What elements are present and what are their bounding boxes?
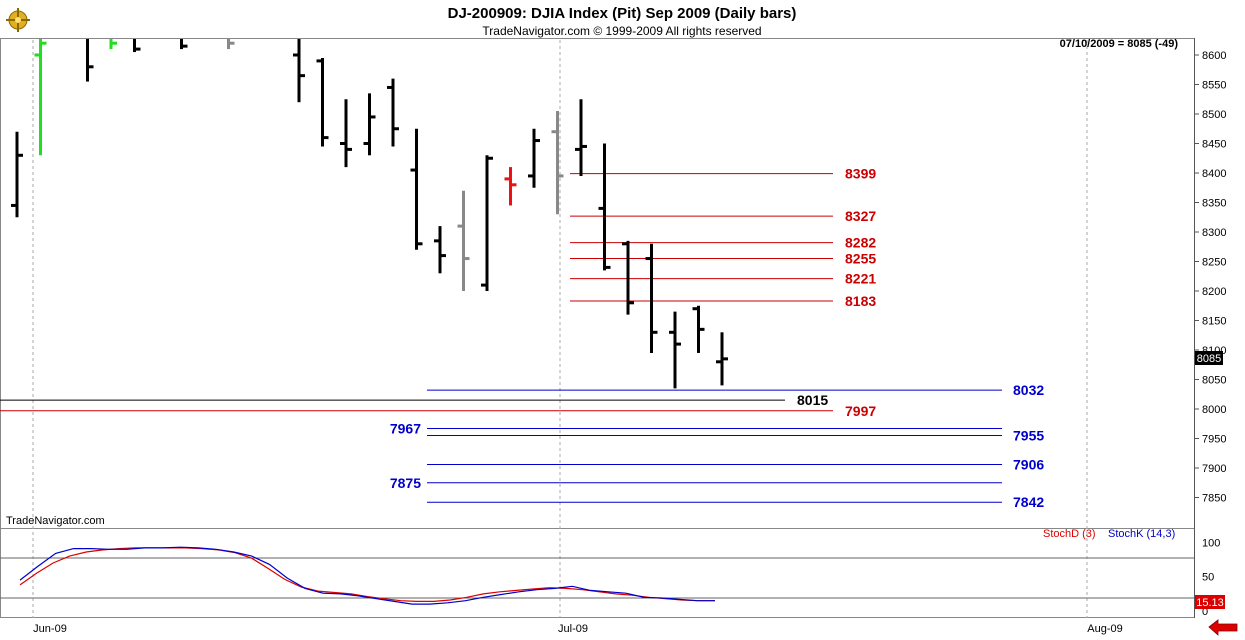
price-bar [109, 39, 117, 50]
y-tick-label: 8050 [1202, 375, 1226, 387]
x-tick-label: Aug-09 [1087, 623, 1122, 635]
price-bar [598, 143, 611, 271]
pivot-label: 8015 [797, 392, 828, 408]
price-bar [227, 39, 235, 50]
chart-subtitle: TradeNavigator.com © 1999-2009 All right… [482, 24, 761, 38]
watermark: TradeNavigator.com [6, 515, 105, 527]
price-bar [669, 311, 681, 389]
resistance-label-8183: 8183 [845, 293, 876, 309]
price-bar [387, 78, 399, 147]
price-bar [410, 128, 423, 250]
stoch-value-tag: 15.13 [1196, 597, 1224, 609]
resistance-label-8399: 8399 [845, 166, 876, 182]
resistance-label-8327: 8327 [845, 208, 876, 224]
price-bar [457, 190, 470, 291]
stoch-y-tick-label: 0 [1202, 606, 1208, 618]
support-label-7906: 7906 [1013, 456, 1044, 472]
stoch-panel-frame [0, 528, 1195, 618]
stoch-y-tick-label: 50 [1202, 572, 1214, 584]
price-bar [551, 111, 564, 215]
stoch-y-tick-label: 100 [1202, 537, 1220, 549]
logo-icon [6, 8, 30, 32]
last-price-tag-bg [1195, 351, 1223, 365]
support-label-7875: 7875 [390, 475, 421, 491]
legend-stoch-d: StochD (3) [1043, 528, 1096, 540]
chart-title: DJ-200909: DJIA Index (Pit) Sep 2009 (Da… [448, 5, 797, 22]
resistance-label-8221: 8221 [845, 271, 876, 287]
y-tick-label: 8500 [1202, 109, 1226, 121]
x-tick-label: Jul-09 [558, 623, 588, 635]
price-bar [528, 128, 540, 188]
y-tick-label: 8200 [1202, 286, 1226, 298]
price-bar [34, 39, 47, 156]
price-bar [575, 99, 587, 176]
price-bar [340, 99, 352, 168]
y-tick-label: 8600 [1202, 50, 1226, 62]
resistance-label-7997: 7997 [845, 403, 876, 419]
resistance-label-8255: 8255 [845, 251, 876, 267]
support-label-8032: 8032 [1013, 382, 1044, 398]
price-bar [86, 39, 94, 82]
y-tick-label: 8000 [1202, 404, 1226, 416]
price-bar [481, 155, 493, 291]
support-label-7967: 7967 [390, 420, 421, 436]
resistance-label-8282: 8282 [845, 235, 876, 251]
y-tick-label: 8150 [1202, 316, 1226, 328]
price-bar [504, 167, 517, 206]
price-bar [692, 305, 705, 353]
price-bar [293, 39, 305, 103]
y-tick-label: 8300 [1202, 227, 1226, 239]
red-left-arrow-icon[interactable] [1208, 619, 1238, 636]
price-bar [363, 93, 376, 156]
last-price-tag: 8085 [1197, 353, 1221, 365]
price-bar [316, 57, 329, 147]
y-tick-label: 8350 [1202, 198, 1226, 210]
price-bar [133, 39, 141, 53]
x-tick-label: Jun-09 [33, 623, 67, 635]
price-bar [716, 332, 728, 386]
y-tick-label: 8400 [1202, 168, 1226, 180]
price-bar [434, 226, 446, 274]
y-tick-label: 8250 [1202, 257, 1226, 269]
price-bar [180, 39, 188, 50]
last-info-label: 07/10/2009 = 8085 (-49) [1060, 38, 1179, 50]
stoch-d-series [19, 547, 715, 602]
stoch-value-tag-bg [1195, 595, 1225, 609]
y-tick-label: 8450 [1202, 139, 1226, 151]
price-bar [622, 240, 634, 315]
y-tick-label: 8550 [1202, 80, 1226, 92]
price-panel-frame [0, 38, 1195, 529]
stoch-k-series [19, 546, 715, 605]
y-tick-label: 7850 [1202, 493, 1226, 505]
y-tick-label: 7950 [1202, 434, 1226, 446]
price-bar [11, 131, 23, 218]
support-label-7842: 7842 [1013, 494, 1044, 510]
legend-stoch-k: StochK (14,3) [1108, 528, 1175, 540]
support-label-7955: 7955 [1013, 428, 1044, 444]
price-bar [645, 243, 658, 353]
y-tick-label: 7900 [1202, 463, 1226, 475]
